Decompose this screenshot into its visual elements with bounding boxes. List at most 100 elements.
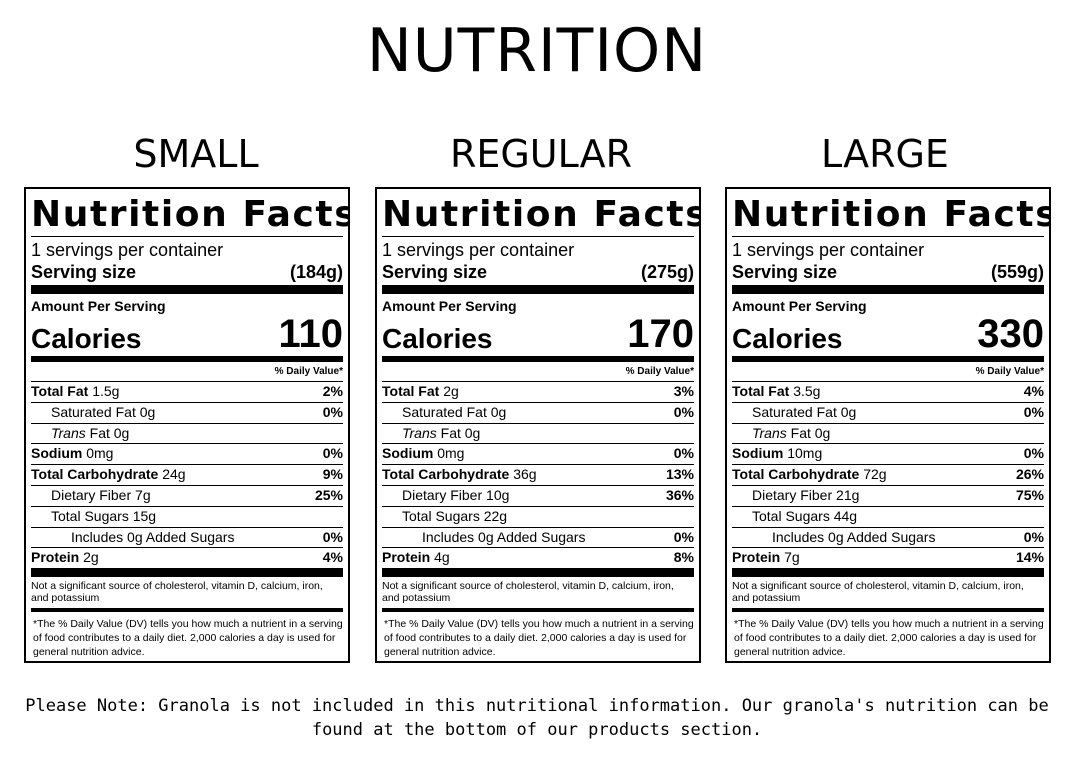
nutrient-name-amount: Includes 0g Added Sugars	[71, 528, 234, 548]
amount-per-serving: Amount Per Serving	[382, 298, 517, 314]
nutrient-name-amount: Total Carbohydrate 24g	[31, 465, 186, 485]
nutrient-amount: 0g Added Sugars	[127, 528, 235, 545]
nutrient-row: Total Sugars 15g	[31, 507, 343, 528]
daily-value-header: % Daily Value*	[31, 362, 343, 382]
nutrient-amount: 44g	[833, 507, 858, 524]
nutrient-daily-value: 0%	[322, 445, 343, 462]
nutrient-daily-value: 4%	[322, 549, 343, 566]
nutrient-name-amount: Protein 4g	[382, 548, 450, 568]
nutrient-amount: 2g	[83, 549, 99, 566]
nutrient-row: Saturated Fat 0g 0%	[732, 403, 1044, 424]
nutrient-amount: 1.5g	[92, 383, 120, 399]
nutrient-amount: 0g	[490, 403, 507, 420]
nutrient-name: Dietary Fiber	[402, 486, 483, 503]
nutrient-name-amount: Sodium 0mg	[382, 444, 464, 464]
nutrient-amount: 0g Added Sugars	[478, 528, 586, 545]
granola-note: Please Note: Granola is not included in …	[25, 696, 1049, 740]
nutrient-name-amount: Dietary Fiber 7g	[51, 486, 151, 506]
nutrient-daily-value: 0%	[1023, 403, 1044, 420]
nutrient-daily-value: 0%	[673, 528, 694, 545]
nutrient-row: Includes 0g Added Sugars 0%	[732, 528, 1044, 549]
nutrient-daily-value: 36%	[665, 486, 694, 503]
nutrient-amount: 10mg	[787, 445, 823, 462]
nutrient-name-amount: Protein 2g	[31, 548, 99, 568]
nutrient-amount: 0g	[139, 403, 156, 420]
nutrient-amount: 10g	[486, 486, 510, 503]
daily-value-header: % Daily Value*	[382, 362, 694, 382]
calories-label: Calories	[31, 323, 142, 354]
nutrient-name: Total Fat	[382, 383, 440, 399]
nutrient-name-amount: Total Sugars 44g	[752, 507, 857, 527]
nutrient-daily-value: 0%	[322, 528, 343, 545]
nutrition-facts-title: Nutrition Facts	[382, 194, 701, 237]
nutrient-amount: 4g	[434, 549, 450, 566]
nutrient-row: Total Carbohydrate 36g 13%	[382, 465, 694, 486]
not-significant-note: Not a significant source of cholesterol,…	[31, 577, 343, 613]
nutrition-label-regular: Nutrition Facts 1 servings per container S…	[375, 187, 701, 663]
serving-size-value: (559g)	[990, 262, 1044, 282]
nutrient-row: Total Sugars 22g	[382, 507, 694, 528]
calories-value: 110	[278, 312, 343, 356]
nutrient-daily-value: 0%	[1023, 528, 1044, 545]
nutrient-name-amount: Trans Fat 0g	[752, 424, 830, 444]
nutrient-name: Trans	[402, 424, 437, 441]
nutrient-name: Total Sugars	[51, 507, 129, 524]
nutrient-name-amount: Includes 0g Added Sugars	[422, 528, 585, 548]
nutrient-daily-value: 14%	[1015, 549, 1044, 566]
nutrient-name: Dietary Fiber	[752, 486, 833, 503]
nutrient-row: Dietary Fiber 7g 25%	[31, 486, 343, 507]
nutrient-daily-value: 4%	[1023, 383, 1044, 399]
nutrient-daily-value: 3%	[673, 383, 694, 399]
nutrient-name: Protein	[382, 549, 431, 566]
nutrient-row: Total Sugars 44g	[732, 507, 1044, 528]
nutrient-row: Total Carbohydrate 24g 9%	[31, 465, 343, 486]
serving-size-label: Serving size	[382, 262, 488, 282]
nutrient-row: Sodium 0mg 0%	[382, 444, 694, 466]
nutrient-daily-value: 8%	[673, 549, 694, 566]
nutrient-daily-value: 0%	[322, 403, 343, 420]
nutrient-amount: 15g	[132, 507, 157, 524]
nutrient-name-amount: Sodium 0mg	[31, 444, 113, 464]
nutrient-amount: 0g	[814, 424, 831, 441]
size-heading-large: LARGE	[821, 132, 949, 176]
daily-value-footnote: *The % Daily Value (DV) tells you how mu…	[384, 618, 694, 659]
nutrient-name-amount: Trans Fat 0g	[402, 424, 480, 444]
nutrient-row: Dietary Fiber 21g 75%	[732, 486, 1044, 507]
nutrient-name: Total Sugars	[752, 507, 830, 524]
not-significant-note: Not a significant source of cholesterol,…	[732, 577, 1044, 613]
daily-value-header: % Daily Value*	[732, 362, 1044, 382]
nutrient-row: Protein 2g 4%	[31, 548, 343, 578]
nutrient-name-amount: Saturated Fat 0g	[402, 403, 506, 423]
nutrient-row: Total Carbohydrate 72g 26%	[732, 465, 1044, 486]
nutrient-daily-value: 75%	[1015, 486, 1044, 503]
nutrient-name: Total Sugars	[402, 507, 480, 524]
nutrient-row: Sodium 10mg 0%	[732, 444, 1044, 466]
nutrient-daily-value: 25%	[314, 486, 343, 503]
nutrient-name-amount: Total Fat 3.5g	[732, 382, 820, 402]
nutrient-name-amount: Total Fat 2g	[382, 382, 459, 402]
nutrient-name: Includes	[422, 528, 475, 545]
nutrient-row: Protein 4g 8%	[382, 548, 694, 578]
nutrient-amount: 7g	[784, 549, 800, 566]
serving-size-value: (275g)	[640, 262, 694, 282]
nutrient-name-amount: Protein 7g	[732, 548, 800, 568]
nutrient-row: Protein 7g 14%	[732, 548, 1044, 578]
nutrient-daily-value: 13%	[665, 466, 694, 483]
nutrient-name: Includes	[71, 528, 124, 545]
serving-size-row: Serving size (559g)	[732, 261, 1044, 294]
nutrient-row: Trans Fat 0g	[31, 424, 343, 445]
nutrient-row: Dietary Fiber 10g 36%	[382, 486, 694, 507]
not-significant-note: Not a significant source of cholesterol,…	[382, 577, 694, 613]
nutrient-name: Total Fat	[732, 383, 790, 399]
nutrient-name-amount: Dietary Fiber 10g	[402, 486, 509, 506]
calories-row: Calories 110	[31, 314, 343, 362]
nutrient-amount: 7g	[135, 486, 151, 503]
nutrient-name: Saturated Fat	[402, 403, 487, 420]
nutrient-row: Saturated Fat 0g 0%	[382, 403, 694, 424]
size-heading-regular: REGULAR	[449, 132, 633, 176]
nutrient-name-amount: Includes 0g Added Sugars	[772, 528, 935, 548]
nutrient-name-suffix: Fat	[89, 424, 110, 441]
amount-per-serving: Amount Per Serving	[31, 298, 166, 314]
nutrient-name: Sodium	[31, 445, 83, 462]
daily-value-footnote: *The % Daily Value (DV) tells you how mu…	[33, 618, 343, 659]
